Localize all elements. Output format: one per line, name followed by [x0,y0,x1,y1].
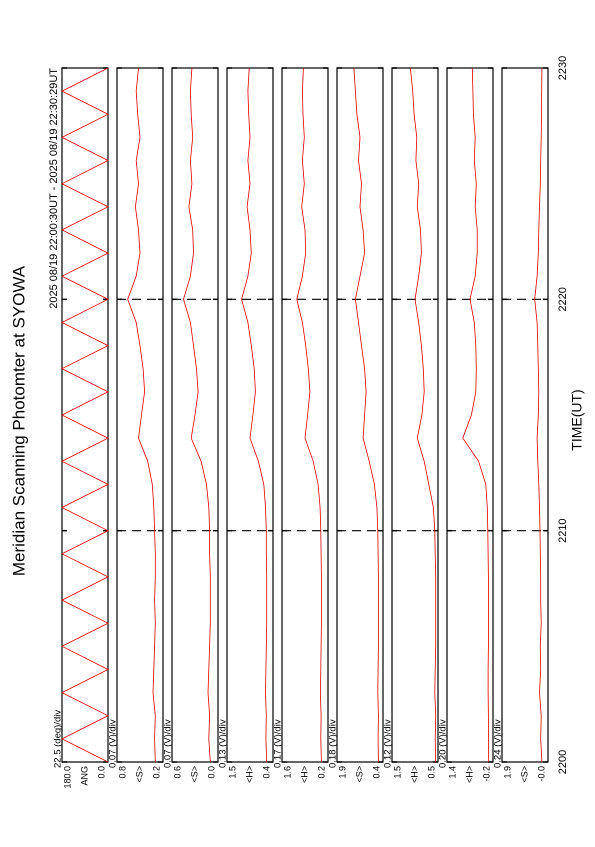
data-line [127,67,156,763]
chart-title: Meridian Scanning Photomter at SYOWA [9,265,28,576]
data-line [462,67,490,763]
y-tick-label: 0.5 [426,766,436,779]
scale-label: 22.5 (deg)/div [53,710,64,768]
x-tick-label: 2230 [557,56,569,80]
channel-label: <H> [244,766,254,783]
y-tick-label: 1.4 [447,766,457,779]
y-tick-label: 1.6 [282,766,292,779]
panel-frame [171,67,219,763]
y-tick-label: -0.0 [536,766,546,782]
scale-label: 0.17 (V)/div [273,719,284,768]
y-tick-label: 0.2 [151,766,161,779]
y-tick-label: 1.5 [227,766,237,779]
y-tick-label: 0.4 [371,766,381,779]
data-line [61,67,109,763]
channel-label: <S> [189,766,199,783]
y-tick-label: -0.2 [481,766,491,782]
data-line [410,67,437,763]
panel-frame [501,67,549,763]
x-axis-label: TIME(UT) [569,389,585,450]
y-tick-label: 1.9 [502,766,512,779]
scale-label: 0.07 (V)/div [163,719,174,768]
chart-subtitle: 2025 08/19 22:00:30UT - 2025 08/19 22:30… [48,68,60,309]
data-line [241,67,268,763]
panel-frame [446,67,494,763]
channel-label: <H> [409,766,419,783]
y-tick-label: 0.8 [117,766,127,779]
channel-label: <H> [464,766,474,783]
x-tick-label: 2220 [557,287,569,311]
y-tick-label: 1.9 [337,766,347,779]
scale-label: 0.12 (V)/div [383,719,394,768]
data-line [353,67,379,763]
y-tick-label: 180.0 [62,766,72,789]
data-line [183,67,211,763]
y-tick-label: 0.4 [261,766,271,779]
rotated-plot: Meridian Scanning Photomter at SYOWA 202… [9,56,584,789]
scale-label: 0.24 (V)/div [493,719,504,768]
panel-frame [281,67,329,763]
scale-label: 0.20 (V)/div [438,719,449,768]
y-tick-label: 0.0 [96,766,106,779]
panel-frame [226,67,274,763]
y-tick-label: 0.6 [172,766,182,779]
panel-frame [391,67,439,763]
x-tick-label: 2200 [557,750,569,774]
channel-label: <S> [519,766,529,783]
panel-frame [336,67,384,763]
panel-frame [116,67,164,763]
scale-label: 0.18 (V)/div [328,719,339,768]
data-line [296,67,322,763]
x-tick-label: 2210 [557,518,569,542]
y-tick-label: 0.0 [206,766,216,779]
channel-label: <S> [354,766,364,783]
channel-label: <H> [299,766,309,783]
y-tick-label: 1.5 [392,766,402,779]
channel-label: <S> [134,766,144,783]
data-line [534,67,543,763]
channel-label: ANG [79,766,89,786]
y-tick-label: 0.2 [316,766,326,779]
scale-label: 0.13 (V)/div [218,719,229,768]
scale-label: 0.07 (V)/div [108,719,119,768]
